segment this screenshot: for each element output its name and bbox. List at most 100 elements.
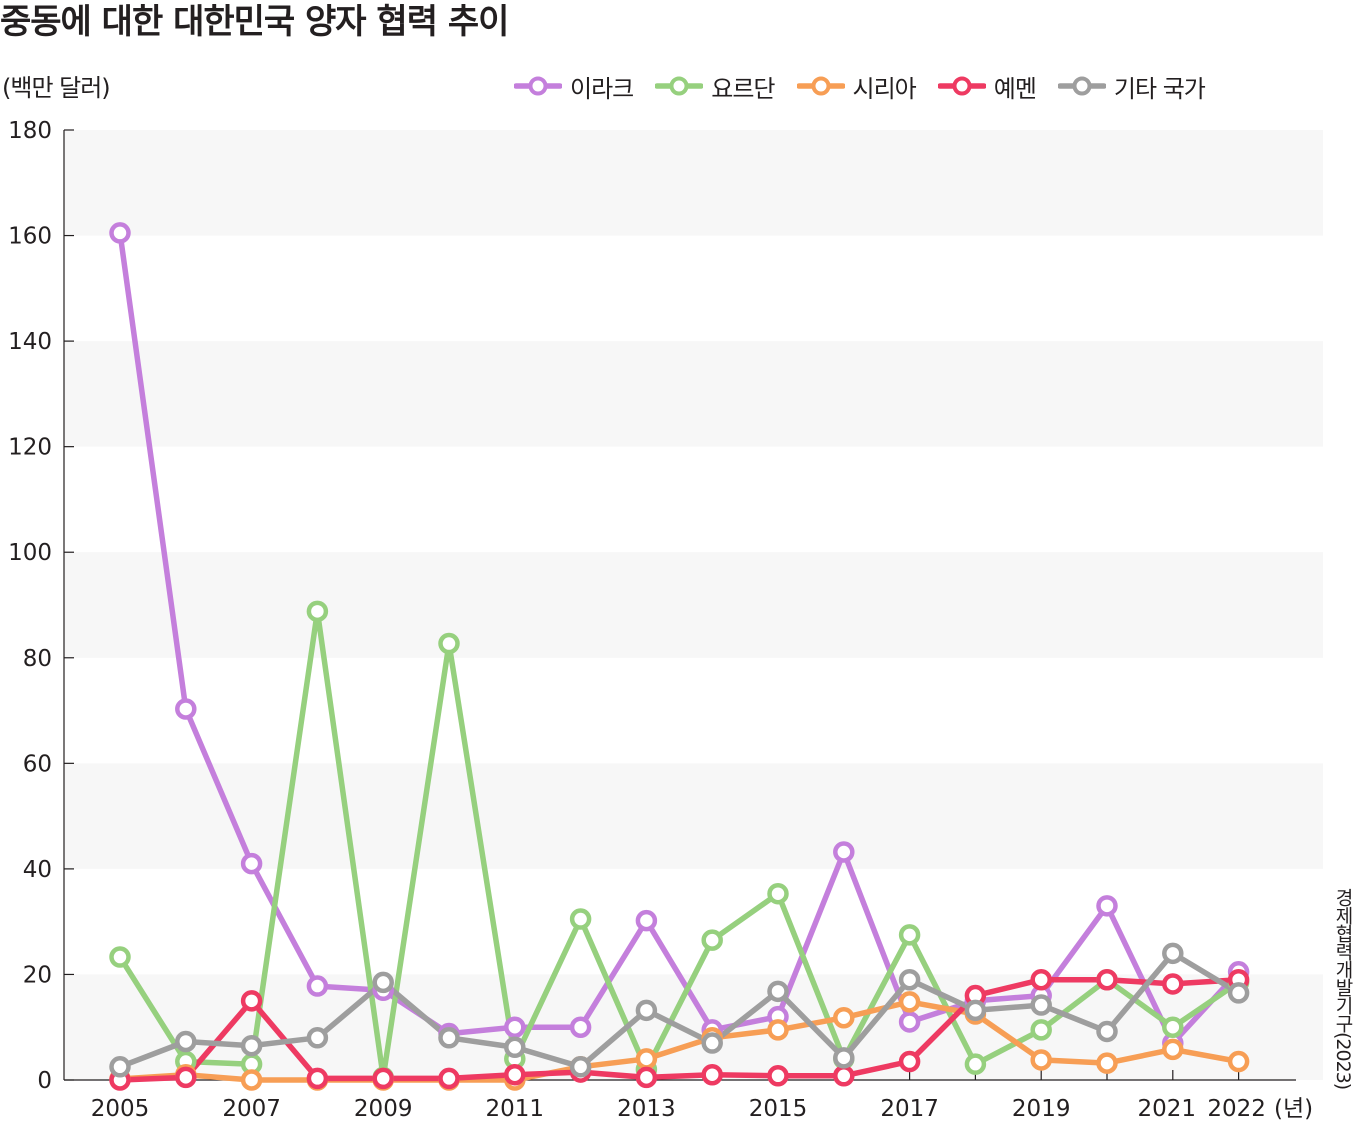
legend-label-iraq: 이라크: [570, 74, 634, 103]
data-point-3: [438, 1067, 460, 1090]
data-point-2: [1227, 1050, 1250, 1073]
data-point-2: [833, 1006, 855, 1029]
series-line-2: [117, 999, 1242, 1083]
data-point-2: [1096, 1052, 1118, 1074]
legend-swatch-others-icon: [1057, 76, 1106, 96]
data-point-2: [635, 1048, 658, 1070]
data-point-4: [175, 1030, 197, 1053]
data-point-3: [504, 1063, 526, 1086]
data-point-4: [240, 1034, 263, 1057]
y-tick-label: 140: [8, 329, 52, 355]
data-point-3: [240, 990, 263, 1012]
data-point-0: [109, 222, 131, 244]
data-point-3: [833, 1065, 855, 1087]
data-point-3: [1030, 968, 1052, 991]
legend-label-others: 기타 국가: [1113, 74, 1206, 103]
y-tick-label: 20: [23, 962, 52, 988]
data-point-1: [306, 600, 329, 623]
x-tick-label: 2022: [1207, 1096, 1266, 1122]
legend-swatch-syria-icon: [796, 76, 845, 96]
y-tick-label: 60: [23, 751, 52, 777]
data-point-4: [1096, 1020, 1118, 1043]
x-tick-label: 2007: [222, 1096, 281, 1122]
data-point-4: [504, 1036, 526, 1059]
x-tick-label: 2017: [880, 1096, 939, 1122]
data-point-2: [1030, 1049, 1052, 1071]
x-tick-label: 2021: [1138, 1096, 1197, 1122]
data-point-1: [767, 882, 789, 905]
legend-swatch-iraq-icon: [514, 76, 562, 96]
data-point-4: [1030, 994, 1052, 1016]
data-point-2: [1162, 1038, 1184, 1061]
y-tick-label: 80: [23, 646, 52, 672]
x-tick-label: 2005: [91, 1096, 150, 1122]
data-point-1: [701, 929, 723, 951]
y-tick-label: 40: [23, 857, 52, 883]
data-point-0: [504, 1016, 526, 1038]
data-point-0: [306, 975, 329, 997]
data-point-1: [569, 908, 592, 930]
legend-item-yemen: 예멘: [937, 69, 1037, 104]
data-point-4: [438, 1027, 460, 1049]
grid-band: [64, 130, 1323, 236]
y-axis-unit-label: (백만 달러): [2, 74, 111, 102]
data-point-4: [767, 980, 789, 1003]
data-point-1: [964, 1053, 987, 1075]
legend: 이라크 요르단 시리아 예멘 기타 국가: [514, 66, 1206, 106]
data-point-4: [109, 1056, 131, 1078]
legend-marker: [669, 76, 689, 96]
legend-item-others: 기타 국가: [1057, 69, 1206, 104]
data-point-3: [635, 1066, 658, 1089]
y-tick-label: 100: [8, 540, 52, 566]
data-point-4: [1227, 982, 1250, 1004]
x-tick-label: 2019: [1012, 1096, 1071, 1122]
legend-swatch-yemen-icon: [937, 76, 986, 96]
data-point-3: [372, 1067, 394, 1090]
legend-item-iraq: 이라크: [514, 69, 634, 104]
data-point-3: [175, 1066, 197, 1089]
data-point-4: [833, 1047, 855, 1069]
data-point-0: [569, 1016, 592, 1038]
data-point-0: [833, 841, 855, 863]
chart-title: 중동에 대한 대한민국 양자 협력 추이: [0, 2, 509, 42]
x-axis-unit-label: (년): [1274, 1096, 1313, 1122]
x-tick-label: 2009: [354, 1096, 413, 1122]
y-tick-label: 180: [8, 118, 52, 144]
source-note: 경제협력개발기구(2023): [1332, 888, 1354, 1090]
legend-marker: [952, 76, 972, 96]
legend-label-syria: 시리아: [852, 74, 917, 103]
x-tick-label: 2011: [486, 1096, 545, 1122]
x-tick-label: 2013: [617, 1096, 676, 1122]
legend-marker: [528, 76, 548, 96]
data-point-1: [898, 924, 921, 946]
data-point-4: [635, 999, 658, 1022]
data-point-1: [109, 946, 131, 968]
data-point-0: [1096, 895, 1118, 917]
data-point-3: [1162, 973, 1184, 995]
data-point-4: [1162, 942, 1184, 965]
data-point-3: [306, 1067, 329, 1090]
series-line-1: [117, 608, 1242, 1081]
y-tick-label: 160: [8, 224, 52, 250]
data-point-3: [1096, 968, 1118, 991]
legend-swatch-jordan-icon: [655, 76, 704, 96]
legend-item-jordan: 요르단: [655, 69, 776, 104]
grid-band: [64, 552, 1323, 658]
legend-marker: [811, 76, 830, 96]
data-point-1: [1162, 1016, 1184, 1038]
data-point-0: [635, 909, 658, 932]
series-line-3: [117, 976, 1242, 1083]
y-tick-label: 0: [37, 1068, 52, 1094]
data-point-0: [175, 698, 197, 720]
grid-band: [64, 763, 1323, 869]
x-tick-label: 2015: [749, 1096, 808, 1122]
data-point-1: [438, 632, 460, 655]
data-point-4: [964, 999, 987, 1022]
data-point-4: [569, 1056, 592, 1078]
data-point-0: [898, 1011, 921, 1033]
legend-label-yemen: 예멘: [993, 74, 1037, 103]
data-point-2: [767, 1019, 789, 1041]
data-point-3: [701, 1063, 723, 1086]
y-tick-label: 120: [8, 435, 52, 461]
